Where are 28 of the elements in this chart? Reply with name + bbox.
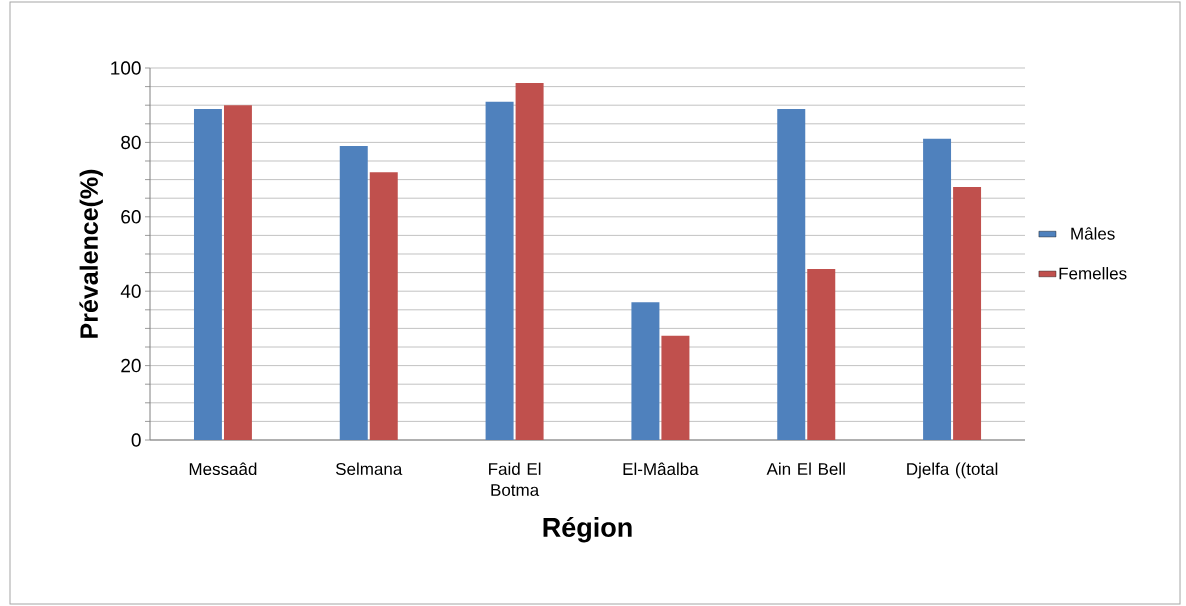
y-tick-label: 100	[111, 61, 141, 75]
x-tick-label: Messaâd	[189, 462, 257, 476]
bar	[661, 335, 690, 440]
y-tick-label: 80	[121, 135, 141, 150]
legend-label: Femelles	[1059, 267, 1127, 280]
y-tick-label: 20	[121, 358, 141, 373]
x-axis-title: Région	[543, 516, 632, 543]
x-tick-label: Djelfa ((total	[907, 462, 998, 479]
y-tick-label: 60	[121, 210, 141, 224]
x-tick-label: Ain El Bell	[766, 462, 845, 476]
x-tick-label: Faid El Botma	[489, 462, 541, 497]
bar	[339, 146, 368, 440]
y-tick-label: 0	[131, 433, 141, 447]
bar	[485, 101, 514, 440]
x-tick-label: Selmana	[335, 462, 403, 476]
bar	[631, 302, 660, 440]
x-tick-label: El-Mâalba	[623, 462, 699, 476]
bar	[223, 105, 252, 440]
bar	[807, 268, 836, 440]
bar	[193, 108, 222, 440]
bar	[515, 82, 544, 440]
y-tick-label: 40	[120, 284, 141, 298]
legend-label: Mâles	[1071, 227, 1115, 240]
bar	[953, 187, 982, 440]
bar	[923, 138, 952, 440]
bar	[777, 108, 806, 440]
bar	[369, 172, 398, 440]
y-axis-title: Prévalence(%)	[79, 169, 103, 338]
